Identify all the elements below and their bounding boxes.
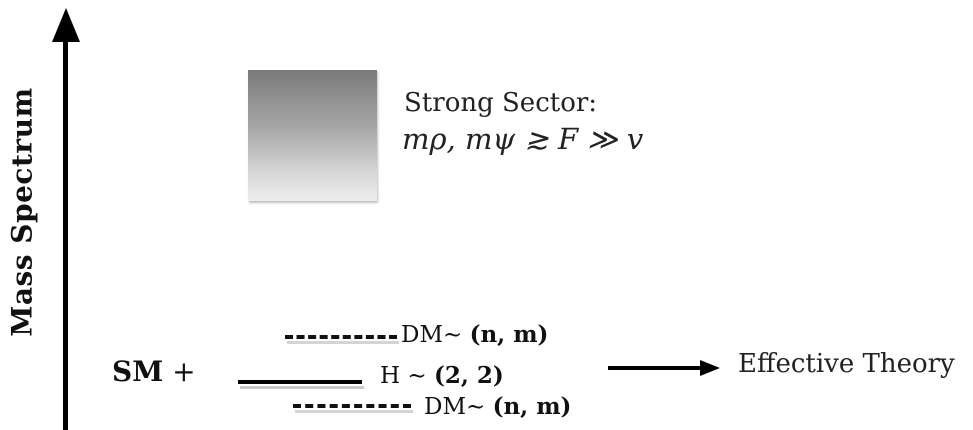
dm-bottom-label: DM∼ (n, m) <box>424 393 571 420</box>
mass-axis-line <box>63 38 68 430</box>
strong-sector-box <box>248 70 377 201</box>
dm-bottom-level-shadow <box>295 410 413 413</box>
arrow-right-icon <box>700 360 720 376</box>
effective-theory-arrow-line <box>608 366 704 370</box>
higgs-rep: (2, 2) <box>433 362 504 389</box>
dm-top-level-line <box>285 335 397 339</box>
strong-sector-formula: mρ, mψ ≳ F ≫ v <box>402 122 644 156</box>
sm-plus: + <box>163 355 196 388</box>
axis-arrow-head-icon <box>52 8 80 42</box>
dm-top-prefix: DM∼ <box>401 322 470 348</box>
effective-theory-label: Effective Theory <box>738 349 955 379</box>
higgs-level-shadow <box>240 386 364 389</box>
dm-top-label: DM∼ (n, m) <box>401 321 548 348</box>
sm-text: SM <box>112 355 164 388</box>
dm-bottom-prefix: DM∼ <box>424 394 493 420</box>
axis-label: Mass Spectrum <box>5 87 39 337</box>
dm-bottom-level-line <box>293 404 411 408</box>
higgs-level-line <box>238 380 362 384</box>
higgs-prefix: H ∼ <box>380 363 434 389</box>
dm-top-level-shadow <box>287 341 399 344</box>
sm-label: SM + <box>112 355 196 388</box>
dm-top-rep: (n, m) <box>469 321 549 348</box>
strong-sector-title: Strong Sector: <box>404 88 598 118</box>
dm-bottom-rep: (n, m) <box>492 393 572 420</box>
higgs-label: H ∼ (2, 2) <box>380 362 504 389</box>
